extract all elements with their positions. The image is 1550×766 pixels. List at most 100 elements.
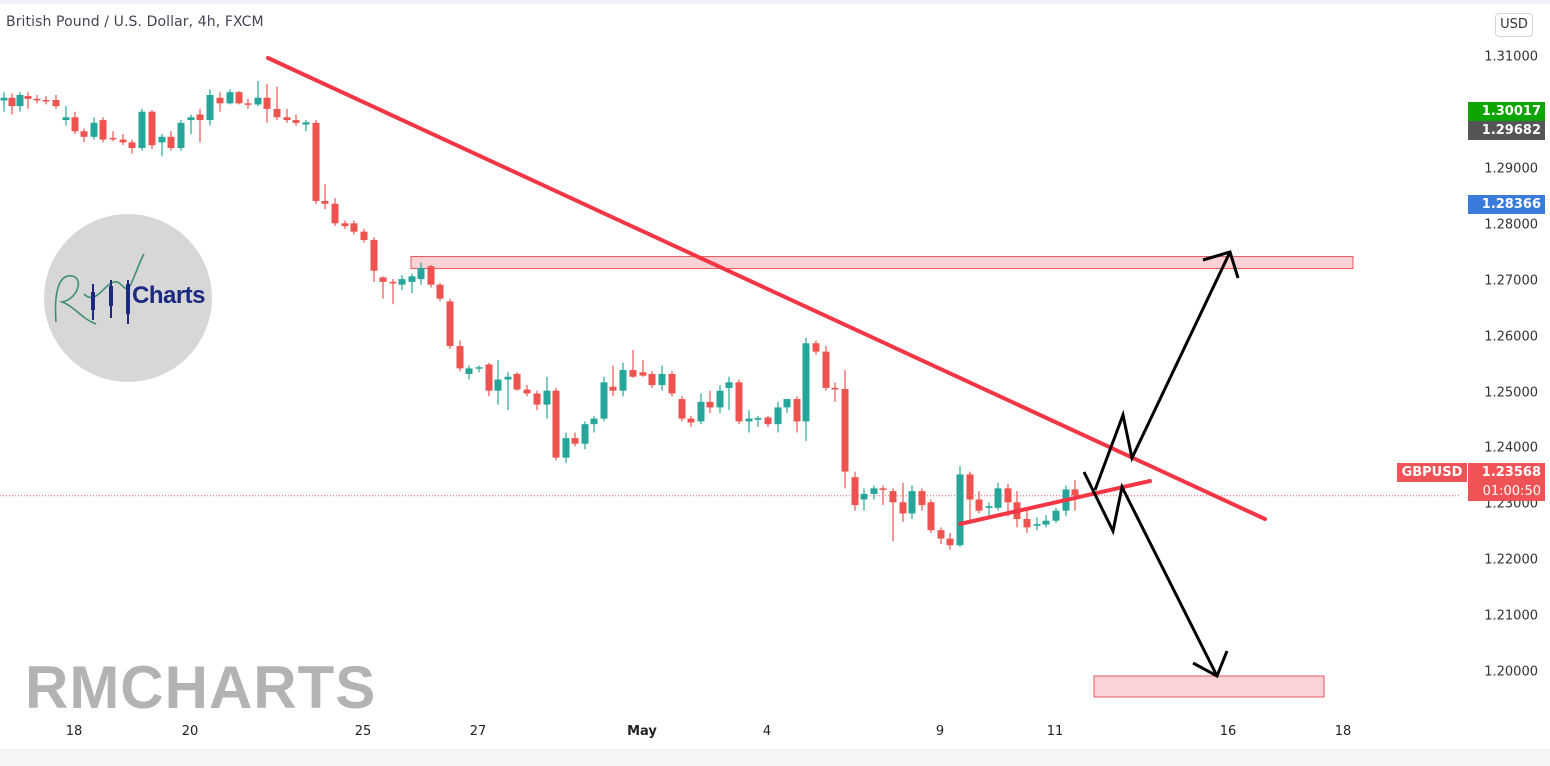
- current-price-label: 1.23568: [1468, 463, 1545, 482]
- time-tick: 27: [469, 724, 487, 739]
- bearish-candle: [341, 223, 349, 227]
- bullish-candle: [1052, 510, 1060, 521]
- bearish-candle: [360, 231, 368, 241]
- bullish-candle: [90, 122, 98, 137]
- bearish-candle: [966, 474, 974, 500]
- bearish-candle: [918, 491, 926, 506]
- time-tick: 4: [762, 724, 772, 739]
- time-tick: 11: [1046, 724, 1064, 739]
- bullish-candle: [62, 117, 70, 121]
- bullish-candle: [658, 373, 666, 386]
- bearish-candle: [370, 240, 378, 271]
- bearish-candle: [975, 499, 983, 511]
- logo-mark-icon: [54, 253, 145, 325]
- resistance-zone: [410, 256, 1354, 270]
- bearish-candle: [513, 373, 521, 390]
- bottom-border: [0, 749, 1550, 766]
- bearish-candle: [851, 477, 859, 506]
- bullish-candle: [754, 418, 762, 420]
- bearish-candle: [639, 372, 647, 376]
- bearish-candle: [879, 488, 887, 490]
- bearish-candle: [350, 223, 358, 232]
- bullish-candle: [254, 97, 262, 105]
- bullish-scenario-arrow: [1093, 251, 1232, 491]
- bullish-candle: [590, 418, 598, 425]
- bearish-candle: [109, 137, 117, 140]
- bearish-candle: [706, 401, 714, 408]
- bullish-candle: [302, 122, 310, 125]
- target-zone: [1093, 675, 1325, 698]
- bullish-candle: [16, 94, 24, 107]
- bearish-candle: [216, 97, 224, 104]
- bullish-candle: [600, 382, 608, 419]
- bearish-candle: [321, 200, 329, 204]
- time-tick: 18: [1334, 724, 1352, 739]
- bullish-candle: [206, 94, 214, 121]
- bullish-candle: [860, 493, 868, 500]
- bearish-candle: [119, 139, 127, 143]
- prev-close-price-label: 1.29682: [1468, 121, 1545, 140]
- bullish-candle: [475, 367, 483, 369]
- bearish-candle: [937, 530, 945, 539]
- bearish-candle: [128, 142, 136, 148]
- bearish-candle: [42, 99, 50, 102]
- time-tick: 20: [181, 724, 199, 739]
- currency-unit-button[interactable]: USD: [1495, 13, 1533, 37]
- bearish-candle: [235, 92, 243, 104]
- price-tick: 1.25000: [1484, 385, 1538, 401]
- bearish-candle: [764, 417, 772, 425]
- bearish-candle: [427, 266, 435, 285]
- bearish-candle: [379, 277, 387, 282]
- bearish-candle: [648, 373, 656, 386]
- price-chart-canvas[interactable]: [0, 0, 1550, 749]
- bearish-candle: [735, 382, 743, 422]
- bearish-candle: [446, 301, 454, 347]
- logo-text: Charts: [132, 282, 206, 309]
- bullish-candle: [802, 343, 810, 422]
- bearish-candle: [292, 120, 300, 123]
- bearish-candle: [1023, 519, 1031, 528]
- bullish-candle: [543, 390, 551, 405]
- bearish-candle: [456, 346, 464, 369]
- bearish-candle: [609, 386, 617, 391]
- bearish-candle: [927, 502, 935, 531]
- bullish-candle: [1033, 524, 1041, 526]
- bullish-candle: [398, 279, 406, 285]
- bearish-candle: [831, 387, 839, 390]
- bearish-candle: [533, 393, 541, 405]
- price-tick: 1.27000: [1484, 273, 1538, 289]
- bullish-candle: [465, 368, 473, 374]
- bearish-candle: [99, 120, 107, 140]
- bearish-candle: [899, 502, 907, 514]
- price-tick: 1.24000: [1484, 440, 1538, 456]
- bearish-candle: [946, 538, 954, 546]
- bearish-candle: [24, 96, 32, 99]
- bearish-candle: [687, 418, 695, 423]
- bullish-candle: [697, 401, 705, 422]
- time-tick: May: [627, 724, 657, 739]
- chart-title: British Pound / U.S. Dollar, 4h, FXCM: [6, 14, 264, 30]
- bullish-candle: [417, 267, 425, 280]
- bullish-candle: [783, 399, 791, 408]
- bearish-candle: [1071, 489, 1079, 496]
- price-tick: 1.29000: [1484, 161, 1538, 177]
- bar-countdown-label: 01:00:50: [1468, 482, 1545, 501]
- bearish-candle: [552, 390, 560, 458]
- bullish-candle: [908, 491, 916, 514]
- bearish-candle: [71, 117, 79, 132]
- ascending-support-line: [958, 479, 1152, 526]
- bearish-candle: [331, 203, 339, 224]
- bullish-candle: [994, 488, 1002, 508]
- symbol-label: GBPUSD: [1397, 463, 1467, 482]
- bullish-candle: [187, 117, 195, 121]
- bullish-candle: [725, 382, 733, 388]
- price-tick: 1.22000: [1484, 552, 1538, 568]
- price-tick: 1.26000: [1484, 329, 1538, 345]
- bearish-candle: [889, 491, 897, 503]
- alert-price-label: 1.28366: [1468, 195, 1545, 214]
- bearish-candle: [312, 122, 320, 201]
- bullish-candle: [408, 276, 416, 282]
- bullish-candle: [619, 370, 627, 391]
- bearish-candle: [793, 399, 801, 422]
- bearish-candle: [389, 281, 397, 284]
